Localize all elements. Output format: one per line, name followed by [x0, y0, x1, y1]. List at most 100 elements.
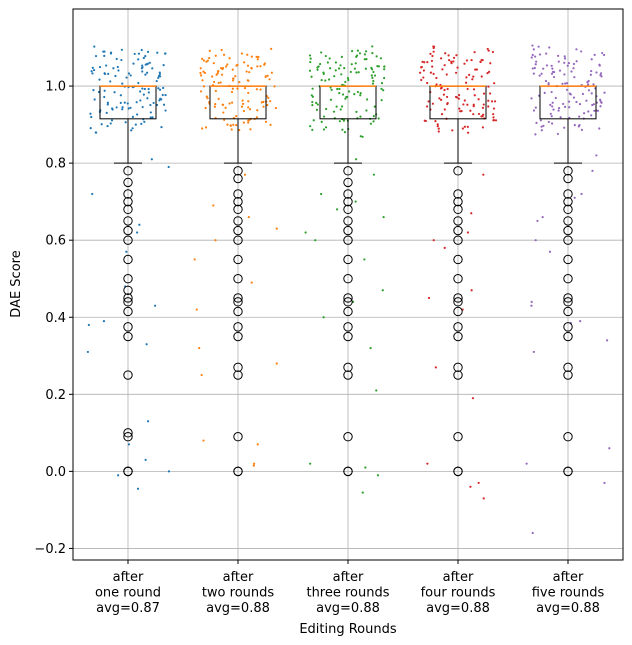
jitter-point: [600, 101, 603, 104]
jitter-point: [275, 227, 278, 230]
jitter-point: [460, 109, 463, 113]
jitter-point: [473, 94, 476, 97]
jitter-point: [463, 125, 466, 128]
jitter-point: [121, 82, 124, 85]
jitter-point: [240, 52, 244, 55]
jitter-point: [537, 45, 540, 48]
jitter-point: [340, 105, 344, 108]
outlier-marker: [563, 306, 573, 317]
jitter-point: [238, 81, 241, 84]
x-tick-label-line3: avg=0.88: [206, 601, 270, 616]
jitter-point: [538, 74, 541, 77]
jitter-point: [256, 443, 259, 446]
boxes: [99, 85, 597, 477]
outlier-marker: [123, 204, 133, 215]
jitter-point: [381, 289, 384, 292]
jitter-point: [554, 96, 557, 100]
jitter-point: [377, 117, 380, 120]
jitter-point: [249, 128, 252, 131]
jitter-point: [157, 74, 161, 78]
jitter-point: [477, 98, 480, 101]
jitter-point: [109, 51, 113, 54]
jitter-point: [531, 531, 534, 535]
jitter-point: [117, 474, 120, 477]
outlier-marker: [453, 306, 463, 317]
jitter-point: [426, 462, 429, 465]
jitter-point: [587, 83, 590, 86]
jitter-point: [238, 128, 241, 132]
jitter-point: [380, 99, 383, 102]
jitter-point: [359, 135, 362, 138]
jitter-point: [338, 87, 341, 91]
jitter-point: [270, 47, 273, 50]
jitter-point: [493, 100, 497, 103]
jitter-point: [365, 58, 368, 61]
jitter-point: [308, 69, 312, 72]
jitter-point: [364, 466, 367, 469]
jitter-point: [439, 87, 443, 90]
y-tick-label: 1.0: [45, 80, 66, 95]
jitter-point: [465, 76, 468, 79]
jitter-point: [311, 95, 314, 98]
jitter-point: [304, 231, 307, 234]
outlier-marker: [343, 322, 353, 332]
jitter-point: [139, 90, 142, 93]
jitter-point: [482, 173, 485, 176]
jitter-point: [109, 80, 112, 83]
outlier-marker: [123, 370, 133, 380]
jitter-point: [492, 119, 496, 122]
jitter-point: [375, 389, 378, 392]
jitter-point: [540, 125, 543, 128]
jitter-point: [103, 95, 106, 99]
jitter-point: [382, 89, 385, 92]
jitter-point: [427, 296, 431, 300]
jitter-point: [371, 68, 374, 71]
jitter-point: [320, 192, 323, 196]
jitter-point: [577, 125, 580, 128]
jitter-point: [359, 92, 362, 95]
jitter-point: [446, 101, 449, 105]
jitter-point: [149, 116, 152, 119]
outlier-marker: [233, 173, 243, 184]
jitter-point: [573, 124, 576, 127]
jitter-point: [565, 88, 569, 91]
jitter-point: [310, 75, 313, 78]
jitter-point: [430, 59, 434, 63]
jitter-point: [269, 100, 272, 103]
outlier-marker: [563, 225, 573, 236]
jitter-point: [432, 45, 435, 48]
jitter-point: [145, 71, 149, 74]
jitter-point: [228, 57, 231, 60]
jitter-point: [547, 83, 550, 86]
jitter-point: [259, 88, 262, 91]
jitter-point: [557, 60, 560, 63]
jitter-point: [534, 63, 537, 66]
jitter-point: [469, 109, 472, 112]
jitter-point: [471, 397, 475, 400]
jitter-point: [559, 116, 562, 119]
jitter-point: [246, 79, 249, 82]
jitter-point: [131, 115, 134, 118]
jitter-point: [434, 120, 437, 123]
jitter-point: [112, 67, 115, 70]
jitter-point: [341, 93, 345, 96]
outlier-marker: [343, 196, 353, 207]
jitter-point: [247, 91, 250, 95]
jitter-point: [435, 83, 438, 86]
outlier-marker: [123, 254, 133, 265]
y-tick-label: 0.2: [45, 388, 66, 403]
jitter-point: [371, 82, 375, 85]
x-tick-label-line1: after: [553, 570, 584, 585]
jitter-point: [550, 64, 553, 67]
jitter-point: [480, 115, 483, 118]
outlier-marker: [233, 254, 243, 265]
jitter-point: [464, 81, 468, 84]
jitter-point: [337, 67, 341, 70]
outlier-marker: [453, 204, 463, 215]
jitter-point: [127, 107, 130, 110]
x-tick-label-line1: after: [443, 570, 474, 585]
jitter-point: [147, 87, 150, 91]
jitter-point: [372, 70, 375, 74]
x-tick-label-line3: avg=0.88: [316, 601, 380, 616]
outlier-marker: [123, 177, 133, 188]
